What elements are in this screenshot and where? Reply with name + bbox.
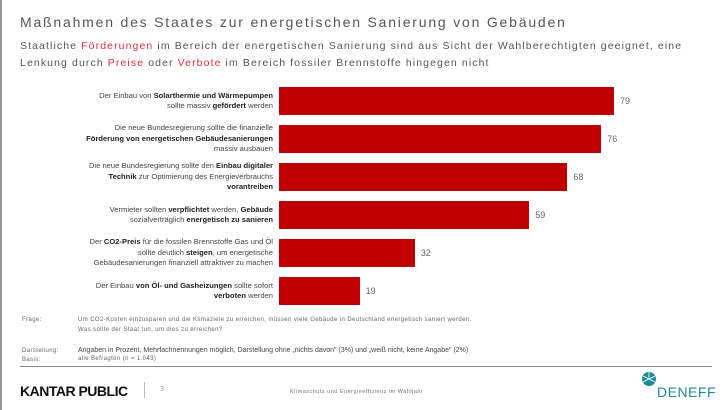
bar-label-segment: Die neue Bundesregierung sollte die fina… bbox=[114, 123, 273, 133]
subtitle-text: Staatliche bbox=[20, 40, 82, 52]
bar-label-segment: Einbau digitaler bbox=[216, 161, 273, 171]
bar-value-label: 79 bbox=[620, 96, 631, 106]
bar-label-segment: energetisch zu sanieren bbox=[186, 215, 273, 224]
subtitle-text: im Bereich der energetischen Sanierung s… bbox=[20, 40, 683, 69]
bar-label-segment: für die fossilen Brennstoffe Gas und Öl bbox=[140, 237, 273, 247]
bar-label-segment: CO2-Preis bbox=[103, 237, 141, 247]
bar bbox=[279, 125, 602, 153]
left-border bbox=[0, 0, 2, 410]
bar-label: Vermieter sollten verpflichtet werden, G… bbox=[30, 205, 273, 226]
footer-divider bbox=[20, 366, 712, 367]
bar bbox=[279, 277, 360, 305]
footer-title: Klimaschutz und Energieeffizienz im Wahl… bbox=[290, 389, 424, 395]
bar-label: Der Einbau von Öl- und Gasheizungen soll… bbox=[30, 281, 273, 302]
bar-label-segment: verpflichtet bbox=[168, 204, 210, 214]
deneff-logo-text: DENEFF bbox=[657, 384, 716, 400]
bar-label-segment: Gebäudesanierungen finanziell attraktive… bbox=[93, 258, 273, 268]
frage-line2: Was sollte der Staat tun, um dies zu err… bbox=[78, 327, 223, 333]
bar-label-segment: sollte sofort bbox=[232, 280, 273, 290]
bar-label-segment: , um energetische bbox=[212, 247, 273, 257]
bar-label: Die neue Bundesregierung sollte den Einb… bbox=[30, 161, 273, 193]
bar bbox=[279, 239, 415, 267]
deneff-logo-icon bbox=[642, 372, 656, 386]
bar-label-segment: Der bbox=[89, 237, 104, 247]
bar-label-segment: werden bbox=[245, 291, 273, 300]
bar-label-segment: sollte deutlich bbox=[137, 247, 187, 257]
basis-text: alle Befragten (n = 1.043) bbox=[78, 356, 157, 362]
page-number: 3 bbox=[160, 386, 164, 393]
bar-label-segment: zur Optimierung des Energieverbrauchs bbox=[136, 171, 273, 181]
bar-value-label: 19 bbox=[365, 286, 376, 296]
subtitle-highlight: Förderungen bbox=[81, 40, 154, 52]
bar-label-segment: sollte massiv bbox=[167, 101, 213, 110]
bar-label-segment: werden, bbox=[209, 204, 241, 214]
page-title: Maßnahmen des Staates zur energetischen … bbox=[20, 14, 567, 30]
bar-label-segment: Der Einbau von bbox=[99, 90, 154, 100]
frage-line1: Um CO2-Kosten einzusparen und die Klimaz… bbox=[78, 317, 472, 323]
bar-value-label: 68 bbox=[573, 172, 584, 182]
bar-label-segment: verboten bbox=[213, 291, 246, 300]
bar-label-segment: vorantreiben bbox=[227, 182, 273, 192]
bar-label-segment: gefördert bbox=[212, 101, 246, 110]
basis-label: Basis: bbox=[22, 357, 41, 363]
bar-label-segment: sozialverträglich bbox=[129, 215, 187, 224]
bar-label: Der Einbau von Solarthermie und Wärmepum… bbox=[30, 91, 273, 112]
bar bbox=[279, 201, 530, 229]
bar-label: Der CO2-Preis für die fossilen Brennstof… bbox=[30, 237, 274, 269]
footer-separator bbox=[144, 382, 145, 398]
bar-label-segment: werden bbox=[245, 101, 273, 110]
subtitle-highlight: Verbote bbox=[177, 57, 222, 69]
bar bbox=[279, 87, 614, 115]
bar-value-label: 59 bbox=[535, 210, 546, 220]
kantar-logo: KANTAR PUBLIC bbox=[20, 383, 128, 399]
frage-label: Frage: bbox=[22, 317, 42, 323]
bar-label-segment: Die neue Bundesregierung sollte den bbox=[88, 161, 217, 171]
bar-label-segment: Vermieter sollten bbox=[109, 204, 169, 214]
bar-label-segment: Gebäude bbox=[240, 204, 274, 214]
bar-label-segment: Der Einbau bbox=[95, 280, 136, 290]
bar-label-segment: Förderung von energetischen Gebäudesanie… bbox=[86, 133, 273, 143]
bar-label-segment: massiv ausbauen bbox=[213, 144, 273, 154]
bar-label-segment: Solarthermie und Wärmepumpen bbox=[153, 90, 273, 100]
bar bbox=[279, 163, 568, 191]
bar-value-label: 32 bbox=[420, 248, 431, 258]
bar-label-segment: von Öl- und Gasheizungen bbox=[135, 280, 233, 290]
page-subtitle: Staatliche Förderungen im Bereich der en… bbox=[20, 38, 720, 72]
subtitle-text: im Bereich fossiler Brennstoffe hingegen… bbox=[221, 57, 490, 69]
bar-label-segment: Technik bbox=[108, 171, 137, 181]
subtitle-text: oder bbox=[144, 57, 178, 69]
bar-value-label: 76 bbox=[607, 134, 618, 144]
bar-label-segment: steigen bbox=[186, 247, 213, 257]
subtitle-highlight: Preise bbox=[107, 57, 145, 69]
darstellung-label: Darstellung: bbox=[22, 348, 59, 354]
darstellung-text: Angaben in Prozent, Mehrfachnennungen mö… bbox=[78, 347, 469, 354]
bar-label: Die neue Bundesregierung sollte die fina… bbox=[30, 123, 273, 155]
